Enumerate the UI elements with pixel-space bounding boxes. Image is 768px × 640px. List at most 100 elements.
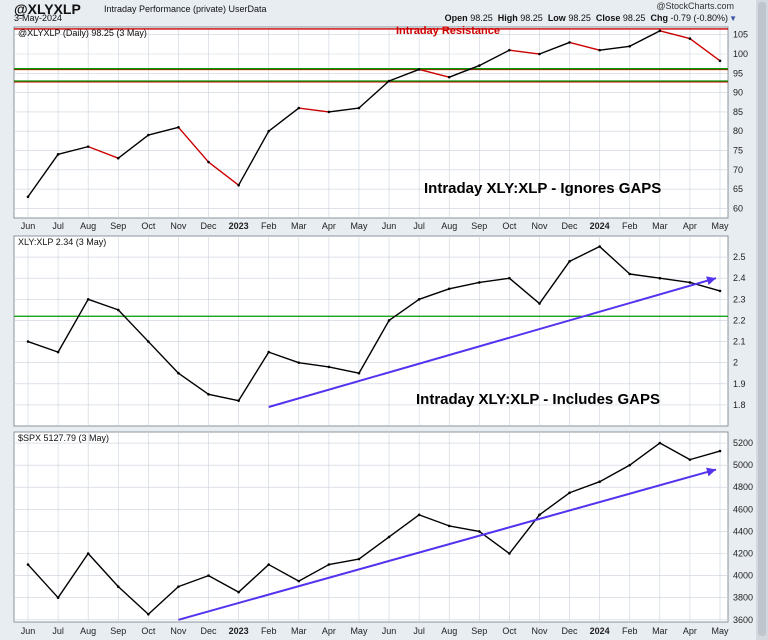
price-line-segment <box>569 481 600 494</box>
x-tick-label: 2023 <box>229 626 249 636</box>
scrollbar-thumb[interactable] <box>758 2 766 636</box>
price-line-segment <box>388 298 420 322</box>
y-tick-label: 4800 <box>733 482 753 492</box>
x-tick-label: Mar <box>291 221 307 231</box>
price-line-segment <box>238 351 270 402</box>
price-line-segment <box>147 586 179 615</box>
data-point <box>147 133 150 137</box>
x-tick-label: Jul <box>413 221 425 231</box>
x-tick-label: Jun <box>21 221 36 231</box>
price-line-segment <box>328 107 360 113</box>
price-line-segment <box>689 450 721 461</box>
data-point <box>86 145 90 148</box>
x-tick-label: May <box>711 221 729 231</box>
data-point <box>207 574 210 577</box>
price-line-segment <box>599 246 631 275</box>
data-point <box>116 156 120 160</box>
data-point <box>478 64 481 67</box>
price-line-segment <box>508 277 540 305</box>
price-line-segment <box>539 41 570 55</box>
y-tick-label: 75 <box>733 145 743 155</box>
data-point <box>478 530 481 533</box>
price-line-segment <box>298 563 330 582</box>
y-tick-label: 2.3 <box>733 294 746 304</box>
x-tick-label: Feb <box>261 626 277 636</box>
price-line-segment <box>27 564 59 599</box>
y-tick-label: 65 <box>733 184 743 194</box>
trendline-arrowhead <box>706 276 716 286</box>
y-tick-label: 2 <box>733 358 738 368</box>
x-tick-label: Mar <box>652 626 668 636</box>
price-line-segment <box>538 260 571 304</box>
x-tick-label: 2024 <box>590 221 610 231</box>
data-point <box>538 513 541 517</box>
price-line-segment <box>57 553 89 599</box>
data-point <box>237 399 240 402</box>
price-line-segment <box>509 49 540 55</box>
trendline <box>178 468 717 621</box>
x-tick-label: Jun <box>382 221 397 231</box>
y-tick-label: 2.5 <box>733 252 746 262</box>
price-line-segment <box>449 281 480 290</box>
data-point <box>417 68 421 71</box>
x-tick-label: Jun <box>21 626 36 636</box>
price-line-segment <box>117 309 149 343</box>
price-line-segment <box>358 320 390 374</box>
x-tick-label: May <box>711 626 729 636</box>
price-line-segment <box>208 574 239 593</box>
data-point <box>688 281 692 284</box>
data-point <box>538 302 541 305</box>
x-tick-label: Nov <box>531 626 548 636</box>
data-point <box>387 79 391 83</box>
data-point <box>417 298 421 301</box>
x-tick-label: Sep <box>471 626 487 636</box>
data-point <box>508 48 511 52</box>
data-point <box>56 596 60 599</box>
x-tick-label: Dec <box>562 221 579 231</box>
panel-2-legend: XLY:XLP 2.34 (3 May) <box>18 237 106 247</box>
data-point <box>267 129 270 133</box>
data-point <box>297 579 301 583</box>
data-point <box>658 276 662 280</box>
price-line-segment <box>178 574 209 588</box>
data-point <box>116 585 120 588</box>
data-point <box>508 276 511 280</box>
data-point <box>387 319 391 322</box>
price-line-segment <box>388 68 420 82</box>
data-point <box>177 371 180 375</box>
x-tick-label: 2023 <box>229 221 249 231</box>
price-line-segment <box>629 442 661 466</box>
data-point <box>688 37 692 40</box>
chart-annotation: Intraday Resistance <box>396 25 500 37</box>
price-line-segment <box>208 161 240 186</box>
price-line-segment <box>87 298 119 311</box>
data-point <box>628 463 632 467</box>
x-tick-label: Dec <box>562 626 579 636</box>
price-line-segment <box>238 564 270 593</box>
price-line-segment <box>629 273 660 279</box>
panel-3-plot-area <box>13 431 729 623</box>
data-point <box>598 48 601 52</box>
y-tick-label: 5200 <box>733 438 753 448</box>
vertical-scrollbar[interactable] <box>756 0 768 640</box>
data-point <box>207 160 210 164</box>
x-tick-label: Dec <box>201 221 218 231</box>
y-tick-label: 1.8 <box>733 400 746 410</box>
price-line-segment <box>117 134 149 159</box>
price-line-segment <box>599 45 630 51</box>
x-tick-label: Mar <box>291 626 307 636</box>
data-point <box>478 281 481 284</box>
x-tick-label: Nov <box>170 221 187 231</box>
x-tick-label: Feb <box>622 221 638 231</box>
open-value: 98.25 <box>470 13 493 23</box>
price-line-segment <box>178 372 209 395</box>
price-line-segment <box>689 38 721 62</box>
price-line-segment <box>57 298 89 353</box>
price-line-segment <box>87 553 119 588</box>
price-line-segment <box>87 145 119 159</box>
data-point <box>598 480 601 484</box>
data-point <box>207 393 210 396</box>
data-point <box>658 29 662 33</box>
price-line-segment <box>358 80 390 109</box>
